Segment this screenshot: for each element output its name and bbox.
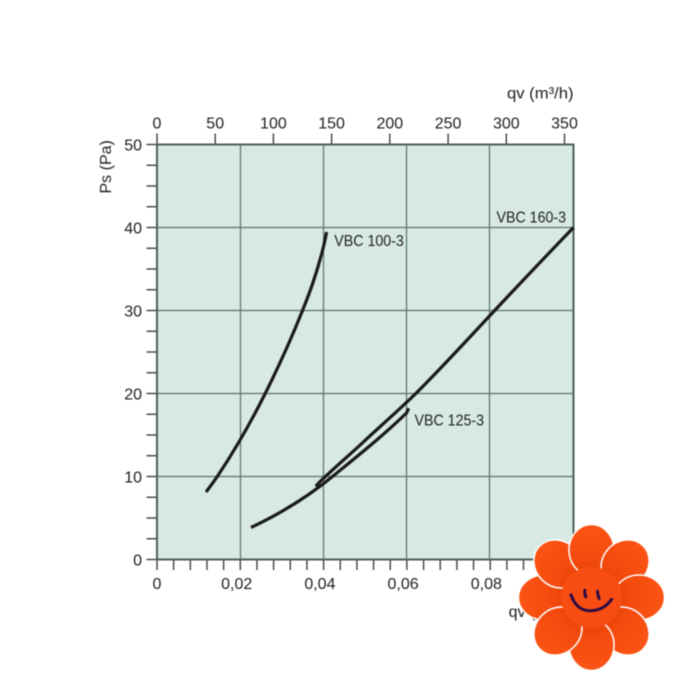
svg-text:VBC 125-3: VBC 125-3 xyxy=(415,413,485,430)
svg-text:VBC 160-3: VBC 160-3 xyxy=(497,209,567,226)
svg-text:0,04: 0,04 xyxy=(304,576,335,593)
svg-text:40: 40 xyxy=(124,221,142,238)
svg-text:0,06: 0,06 xyxy=(388,576,419,593)
svg-text:30: 30 xyxy=(124,304,142,321)
svg-text:0: 0 xyxy=(153,116,162,133)
svg-text:Ps (Pa): Ps (Pa) xyxy=(98,140,115,193)
svg-text:qv (m³/h): qv (m³/h) xyxy=(507,86,574,103)
svg-text:50: 50 xyxy=(124,138,142,155)
svg-text:250: 250 xyxy=(435,116,462,133)
svg-text:0,08: 0,08 xyxy=(471,576,502,593)
svg-text:50: 50 xyxy=(206,116,224,133)
svg-text:300: 300 xyxy=(493,116,520,133)
svg-text:0: 0 xyxy=(133,553,142,570)
svg-text:150: 150 xyxy=(318,116,345,133)
svg-text:0,02: 0,02 xyxy=(221,576,252,593)
svg-text:200: 200 xyxy=(376,116,403,133)
svg-text:350: 350 xyxy=(551,116,578,133)
svg-text:0: 0 xyxy=(153,576,162,593)
svg-text:10: 10 xyxy=(124,470,142,487)
svg-text:VBC 100-3: VBC 100-3 xyxy=(334,233,404,250)
svg-text:100: 100 xyxy=(260,116,287,133)
svg-text:20: 20 xyxy=(124,387,142,404)
